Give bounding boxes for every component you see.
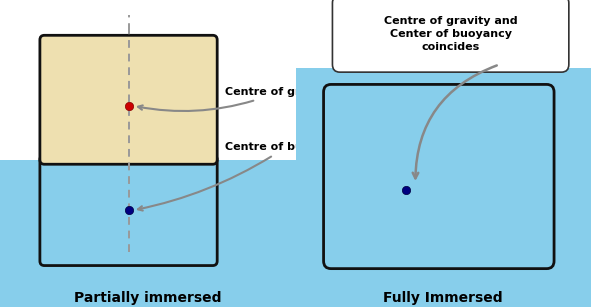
- Text: Centre of buoyancy: Centre of buoyancy: [138, 142, 346, 211]
- Text: Centre of gravity and
Center of buoyancy
coincides: Centre of gravity and Center of buoyancy…: [384, 16, 518, 52]
- Text: Centre of gravity: Centre of gravity: [138, 87, 331, 111]
- FancyBboxPatch shape: [332, 0, 569, 72]
- FancyBboxPatch shape: [40, 155, 217, 266]
- FancyBboxPatch shape: [324, 84, 554, 269]
- Bar: [296, 68, 591, 307]
- FancyBboxPatch shape: [40, 35, 217, 164]
- Text: Partially immersed: Partially immersed: [74, 291, 222, 305]
- Text: Fully Immersed: Fully Immersed: [384, 291, 503, 305]
- Bar: [0, 160, 296, 307]
